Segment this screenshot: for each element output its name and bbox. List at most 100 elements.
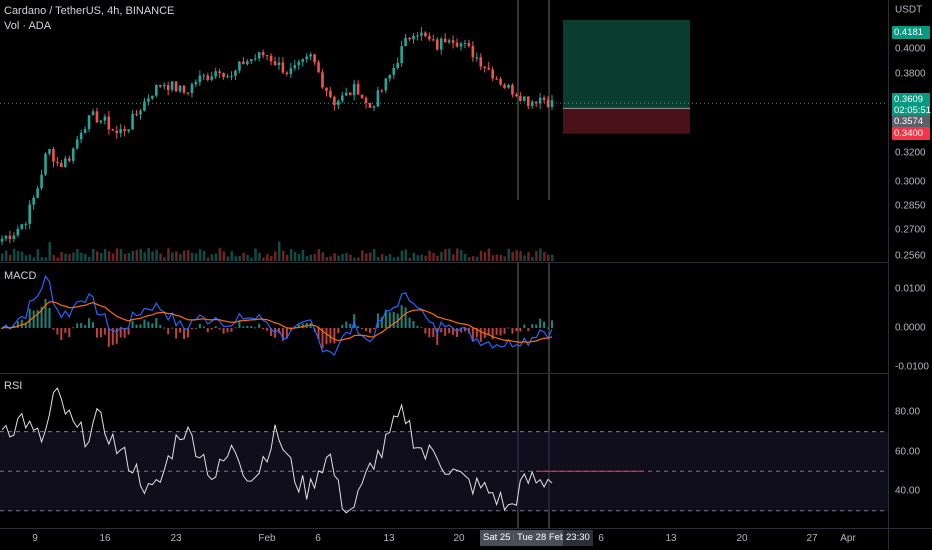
- macd-histogram-bar: [452, 328, 455, 335]
- candle-body: [119, 129, 123, 134]
- candle-body: [158, 84, 162, 87]
- candle-body: [380, 90, 384, 92]
- macd-histogram-bar: [309, 323, 312, 328]
- volume-bar: [250, 257, 253, 261]
- candle-body: [542, 97, 546, 101]
- candle-body: [424, 32, 427, 37]
- candle-body: [115, 130, 119, 134]
- volume-bar: [285, 254, 289, 261]
- volume-bar: [487, 248, 491, 261]
- volume-bar: [408, 257, 412, 261]
- macd-histogram-bar: [444, 328, 447, 336]
- volume-bar: [24, 255, 28, 261]
- macd-histogram-bar: [515, 328, 518, 332]
- candle-body: [305, 56, 308, 60]
- macd-histogram-bar: [175, 328, 178, 339]
- candle-body: [12, 235, 16, 239]
- volume-bar: [135, 250, 139, 261]
- candle-body: [289, 68, 293, 75]
- candle-body: [214, 71, 217, 77]
- macd-histogram-bar: [163, 327, 166, 329]
- volume-bar: [222, 251, 226, 261]
- candle-body: [123, 129, 126, 132]
- volume-bar: [1, 253, 4, 261]
- volume-bar: [448, 248, 451, 261]
- position-stop-zone: [563, 108, 690, 134]
- pane-divider-rsi[interactable]: [0, 373, 888, 374]
- macd-histogram-bar: [64, 328, 67, 333]
- candle-body: [67, 158, 71, 161]
- candle-body: [368, 102, 372, 108]
- candle-body: [234, 70, 237, 76]
- volume-bar: [4, 250, 8, 261]
- candle-body: [174, 81, 178, 92]
- volume-bar: [531, 256, 534, 261]
- price-chart[interactable]: [0, 0, 888, 262]
- volume-bar: [321, 252, 325, 261]
- candle-body: [467, 43, 471, 46]
- time-label: 6: [598, 533, 604, 544]
- candle-body: [269, 55, 273, 62]
- volume-bar: [115, 248, 119, 261]
- macd-histogram-bar: [337, 328, 340, 334]
- volume-bar: [163, 257, 166, 261]
- macd-histogram-bar: [475, 328, 478, 338]
- volume-bar: [432, 253, 435, 261]
- candle-body: [388, 74, 392, 79]
- macd-histogram-bar: [131, 320, 134, 328]
- candle-body: [503, 84, 506, 88]
- macd-histogram-bar: [345, 321, 348, 328]
- rsi-tick: 60.00: [895, 446, 921, 458]
- candle-body: [147, 98, 150, 102]
- price-tick: 0.3200: [895, 147, 926, 159]
- macd-histogram-bar: [361, 328, 364, 329]
- volume-bar: [52, 254, 55, 261]
- volume-bar: [12, 248, 16, 261]
- volume-bar: [416, 255, 419, 261]
- candle-body: [530, 101, 534, 106]
- macd-histogram-bar: [28, 308, 31, 328]
- volume-bar: [143, 252, 146, 261]
- macd-histogram-bar: [301, 323, 304, 328]
- macd-histogram-bar: [266, 328, 269, 331]
- candle-body: [451, 40, 455, 43]
- pane-divider-macd[interactable]: [0, 262, 888, 263]
- candle-body: [91, 111, 95, 116]
- volume-bar: [183, 250, 186, 261]
- rsi-chart[interactable]: [0, 374, 888, 528]
- macd-chart[interactable]: [0, 263, 888, 373]
- volume-bar: [8, 254, 12, 261]
- volume-bar: [527, 252, 530, 261]
- volume-bar: [151, 251, 154, 261]
- volume-bar: [16, 250, 20, 261]
- volume-bar: [551, 254, 554, 261]
- candle-body: [435, 39, 439, 50]
- volume-bar: [139, 248, 142, 261]
- volume-bar: [543, 251, 546, 261]
- candle-body: [273, 61, 277, 66]
- candle-body: [325, 87, 328, 91]
- signal-line: [1, 301, 553, 343]
- candle-body: [64, 158, 67, 167]
- volume-bar: [40, 257, 44, 261]
- macd-histogram-bar: [32, 310, 35, 328]
- volume-bar: [147, 248, 150, 261]
- candle-body: [75, 139, 79, 149]
- price-tick: 0.3800: [895, 68, 926, 80]
- macd-histogram-bar: [151, 323, 154, 328]
- macd-histogram-bar: [440, 328, 443, 333]
- candle-body: [238, 61, 241, 71]
- macd-histogram-bar: [194, 327, 197, 329]
- macd-histogram-bar: [527, 328, 530, 332]
- price-axis[interactable]: USDT 0.4181 0.4000 0.3800 0.3609 02:05:5…: [888, 0, 932, 550]
- macd-histogram-bar: [412, 321, 415, 328]
- candle-body: [71, 148, 75, 161]
- macd-histogram-bar: [127, 328, 130, 335]
- candle-body: [257, 52, 261, 59]
- candle-body: [103, 116, 107, 121]
- candle-body: [194, 82, 198, 85]
- volume-bar: [190, 252, 194, 261]
- macd-histogram-bar: [329, 328, 332, 344]
- volume-bar: [357, 257, 360, 261]
- candle-body: [135, 113, 138, 115]
